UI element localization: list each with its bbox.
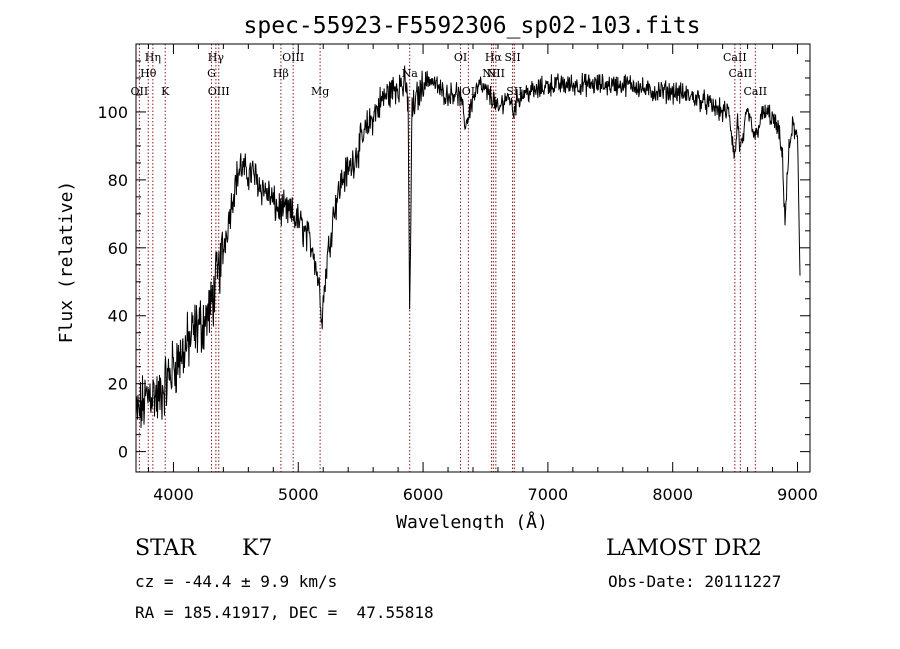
x-axis-label: Wavelength (Å) xyxy=(396,511,548,530)
y-tick-label: 60 xyxy=(108,239,128,258)
spectrum-chart: spec-55923-F5592306_sp02-103.fits OII Hθ H… xyxy=(56,13,818,530)
ref-line-label: CaII xyxy=(723,51,747,64)
y-tick-label: 100 xyxy=(97,103,128,122)
ref-line-label: SII xyxy=(506,85,522,98)
y-tick-label: 80 xyxy=(108,171,128,190)
ref-line-label: K xyxy=(161,85,170,98)
spectrum-series-line xyxy=(135,65,801,428)
ref-line-label: Hα xyxy=(485,51,503,64)
ref-line-label: Hθ xyxy=(140,67,157,80)
ref-line-label: Hη xyxy=(145,51,161,64)
ref-line-label: Hβ xyxy=(273,67,289,80)
coordinates-readout: RA = 185.41917, DEC = 47.55818 xyxy=(135,603,434,622)
ref-line-label: NII xyxy=(487,67,505,80)
ref-line-label: CaII xyxy=(729,67,753,80)
x-tick-label: 8000 xyxy=(652,485,693,504)
x-tick-label: 7000 xyxy=(528,485,569,504)
ref-line-label: OIII xyxy=(208,85,230,98)
x-tick-label: 9000 xyxy=(777,485,818,504)
ref-line-label: OIII xyxy=(282,51,304,64)
object-class: STAR xyxy=(135,536,196,561)
object-subclass: K7 xyxy=(242,536,273,561)
y-axis: 0 20 40 60 80 100 xyxy=(97,43,810,462)
x-tick-label: 6000 xyxy=(403,485,444,504)
y-tick-label: 40 xyxy=(108,307,128,326)
ref-line-label: Hγ xyxy=(208,51,225,64)
y-tick-label: 0 xyxy=(118,443,128,462)
chart-title: spec-55923-F5592306_sp02-103.fits xyxy=(244,13,701,39)
ref-line-label: CaII xyxy=(743,85,767,98)
ref-line-label: OI xyxy=(462,85,475,98)
survey-name: LAMOST DR2 xyxy=(606,536,762,561)
ref-line-label: Mg xyxy=(311,85,329,98)
obs-date: Obs-Date: 20111227 xyxy=(608,572,782,591)
ref-line-label: G xyxy=(207,67,216,80)
velocity-readout: cz = -44.4 ± 9.9 km/s xyxy=(135,572,338,591)
y-axis-label: Flux (relative) xyxy=(56,181,77,344)
ref-line-label: SII xyxy=(504,51,520,64)
x-tick-label: 4000 xyxy=(153,485,194,504)
ref-line-label: OI xyxy=(454,51,467,64)
ref-line-label: Na xyxy=(402,67,419,80)
x-axis: 4000 5000 6000 7000 8000 9000 xyxy=(147,44,818,504)
y-tick-label: 20 xyxy=(108,375,128,394)
x-tick-label: 5000 xyxy=(278,485,319,504)
ref-line-label: OII xyxy=(131,85,149,98)
plot-frame xyxy=(135,43,811,473)
